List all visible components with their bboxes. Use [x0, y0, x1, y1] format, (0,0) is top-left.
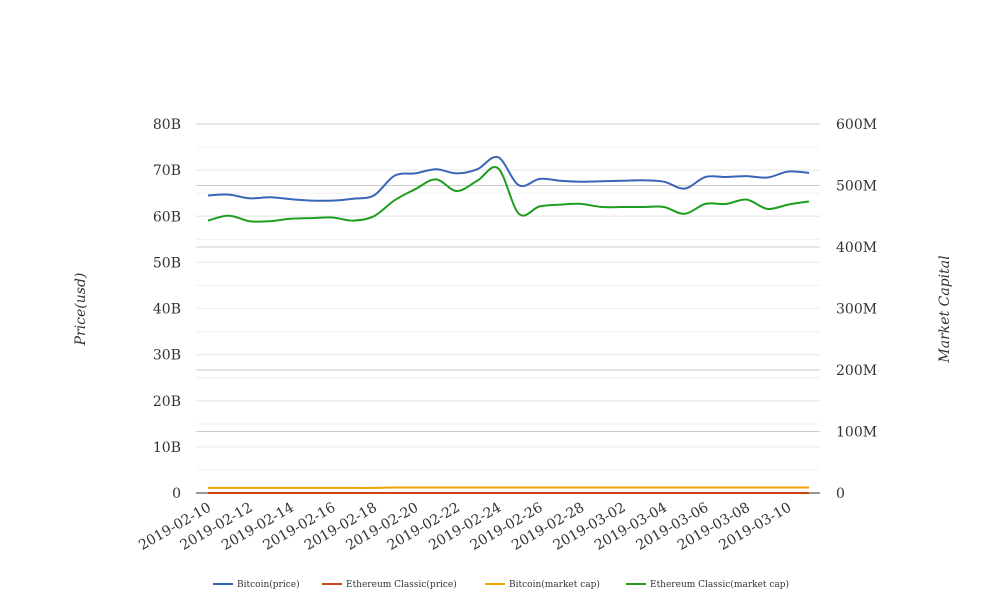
y-right-tick-label: 600M	[836, 117, 877, 133]
y-left-tick-label: 30B	[153, 348, 181, 364]
legend: Bitcoin(price) Ethereum Classic(price) Bit…	[213, 579, 789, 590]
series-lines	[207, 155, 810, 495]
y-left-tick-label: 10B	[153, 440, 181, 456]
y-right-tick-label: 500M	[836, 179, 877, 195]
y-left-tick-label: 70B	[153, 163, 181, 179]
y-right-tick-label: 300M	[836, 302, 877, 318]
y-left-tick-label: 80B	[153, 117, 181, 133]
y-left-tick-label: 50B	[153, 255, 181, 271]
series-line-ethereum-classic-market-cap	[207, 166, 810, 223]
legend-label: Ethereum Classic(price)	[346, 579, 457, 590]
y-right-tick-label: 200M	[836, 363, 877, 379]
y-right-tick-label: 0	[836, 486, 845, 502]
legend-label: Bitcoin(price)	[237, 579, 300, 590]
y-axis-title-left: Price(usd)	[73, 273, 89, 347]
legend-item-bitcoin-market-cap: Bitcoin(market cap)	[485, 579, 600, 590]
y-right-tick-label: 400M	[836, 240, 877, 256]
y-left-tick-label: 20B	[153, 394, 181, 410]
y-right-tick-label: 100M	[836, 425, 877, 441]
y-left-tick-label: 0	[172, 486, 181, 502]
grid-lines	[196, 123, 820, 471]
y-left-tick-label: 40B	[153, 302, 181, 318]
legend-item-bitcoin-price: Bitcoin(price)	[213, 579, 300, 590]
legend-label: Ethereum Classic(market cap)	[650, 579, 789, 590]
series-line-bitcoin-price	[207, 155, 810, 202]
legend-item-ethereum-classic-market-cap: Ethereum Classic(market cap)	[626, 579, 789, 590]
legend-item-ethereum-classic-price: Ethereum Classic(price)	[322, 579, 457, 590]
y-axis-title-right: Market Capital	[937, 255, 953, 363]
legend-label: Bitcoin(market cap)	[509, 579, 600, 590]
y-left-tick-label: 60B	[153, 209, 181, 225]
